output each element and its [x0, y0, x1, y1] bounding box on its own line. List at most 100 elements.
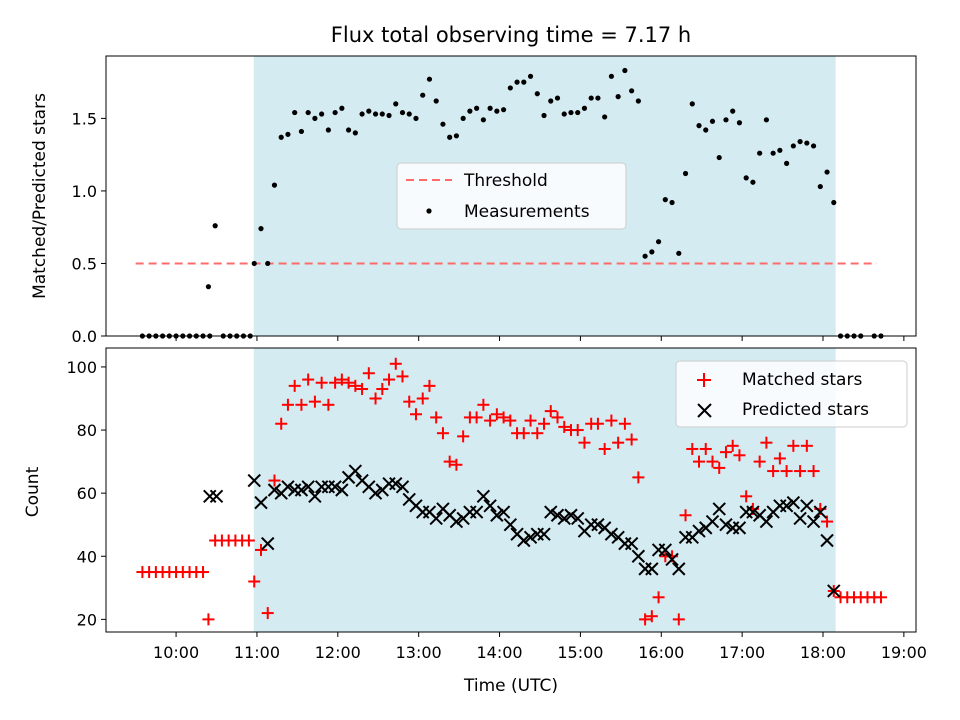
matched-star-point: [470, 411, 483, 424]
matched-star-point: [645, 610, 658, 623]
matched-star-point: [632, 471, 645, 484]
bottom-x-tick-label: 12:00: [315, 643, 361, 662]
legend-matched-swatch: [697, 373, 711, 387]
matched-star-point: [821, 515, 834, 528]
predicted-star-point: [261, 536, 275, 551]
measurement-point: [420, 92, 426, 98]
matched-star-point: [740, 490, 753, 503]
matched-star-point: [202, 613, 215, 626]
measurement-point: [500, 107, 507, 113]
predicted-star-point: [267, 483, 282, 497]
measurement-point: [669, 199, 675, 206]
top-legend-box: [396, 162, 627, 230]
bottom-y-tick-label: 100: [66, 358, 97, 377]
predicted-star-point: [483, 499, 497, 513]
measurement-point: [608, 73, 615, 79]
measurement-point: [750, 179, 756, 185]
measurement-point: [763, 117, 769, 123]
measurement-point: [386, 112, 392, 119]
measurement-point: [548, 98, 554, 104]
top-y-tick-label: 0.5: [72, 254, 97, 273]
predicted-star-point: [308, 489, 322, 504]
measurement-point: [440, 121, 446, 127]
top-legend: Threshold Measurements: [396, 162, 627, 230]
matched-star-point: [591, 417, 604, 430]
top-y-label: Matched/Predicted stars: [30, 93, 50, 299]
predicted-star-point: [348, 464, 363, 478]
predicted-star-point: [281, 480, 295, 494]
measurement-point: [716, 154, 722, 161]
matched-star-point: [760, 436, 773, 449]
predicted-star-point: [496, 505, 511, 519]
measurement-point: [595, 95, 601, 101]
measurement-point: [662, 197, 668, 203]
matched-star-point: [261, 607, 274, 620]
matched-star-point: [242, 534, 255, 547]
matched-star-point: [315, 376, 328, 389]
measurement-point: [602, 114, 608, 120]
predicted-star-point: [254, 495, 268, 510]
matched-star-point: [403, 395, 416, 408]
measurement-point: [292, 109, 298, 116]
predicted-star-point: [517, 533, 531, 548]
predicted-star-point: [490, 508, 504, 522]
predicted-star-point: [294, 483, 309, 497]
matched-star-point: [598, 442, 611, 455]
predicted-star-point: [813, 505, 828, 519]
measurement-point: [372, 111, 379, 117]
measurement-point: [824, 169, 830, 175]
measurement-point: [359, 111, 365, 117]
matched-star-point: [686, 442, 699, 455]
matched-star-point: [780, 465, 793, 478]
matched-star-point: [719, 446, 732, 459]
measurement-point: [676, 250, 682, 256]
measurement-point: [831, 199, 837, 206]
predicted-star-point: [800, 499, 814, 513]
predicted-star-point: [658, 543, 673, 557]
measurement-point: [804, 140, 810, 146]
matched-star-point: [197, 566, 210, 579]
matched-stars-points: [136, 357, 887, 626]
matched-star-point: [268, 474, 281, 487]
measurement-point: [319, 111, 325, 117]
measurement-point: [817, 183, 823, 190]
matched-star-point: [571, 424, 584, 437]
measurement-point: [703, 127, 709, 133]
measurement-point: [453, 133, 460, 139]
measurement-point: [265, 260, 271, 267]
measurement-point: [784, 160, 790, 166]
matched-star-point: [409, 408, 422, 421]
measurement-point: [723, 117, 729, 123]
measurement-point: [554, 95, 561, 101]
bottom-x-tick-label: 16:00: [638, 643, 684, 662]
measurement-point: [352, 130, 358, 136]
bottom-x-tick-label: 11:00: [234, 643, 280, 662]
measurement-point: [406, 111, 412, 117]
predicted-star-point: [368, 486, 383, 500]
predicted-star-point: [301, 480, 315, 494]
predicted-star-point: [806, 514, 821, 529]
predicted-star-point: [335, 483, 349, 497]
matched-star-point: [773, 452, 786, 465]
predicted-star-point: [820, 533, 834, 548]
matched-star-point: [349, 379, 362, 392]
measurement-point: [709, 118, 716, 124]
measurement-point: [622, 67, 628, 74]
matched-star-point: [302, 373, 315, 386]
predicted-star-point: [544, 505, 558, 519]
matched-star-point: [713, 461, 726, 474]
matched-star-point: [807, 465, 820, 478]
measurement-point: [629, 88, 635, 94]
measurement-point: [298, 128, 305, 135]
predicted-star-point: [779, 499, 794, 513]
measurement-point: [736, 120, 743, 126]
measurement-point: [212, 223, 218, 229]
measurement-point: [447, 134, 453, 140]
predicted-star-point: [557, 511, 571, 526]
predicted-star-point: [503, 518, 518, 532]
measurement-point: [514, 79, 520, 85]
measurement-point: [251, 260, 257, 267]
predicted-star-point: [469, 505, 484, 519]
matched-star-point: [457, 430, 470, 443]
